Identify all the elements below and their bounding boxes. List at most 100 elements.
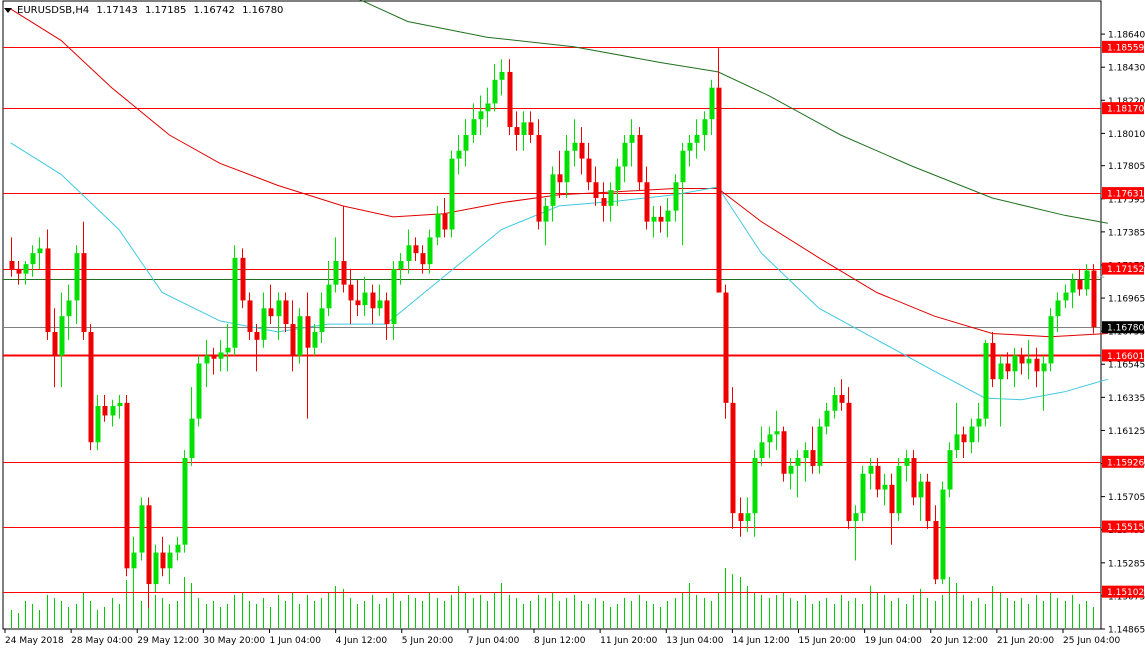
- candle-body: [110, 406, 116, 416]
- candle-body: [723, 292, 729, 403]
- y-tick-label: 1.18430: [1108, 64, 1145, 74]
- candle-body: [521, 122, 527, 135]
- candle-body: [564, 150, 570, 183]
- candle-body: [615, 166, 621, 191]
- candle-body: [276, 300, 282, 317]
- candle-body: [507, 71, 513, 128]
- candle-body: [702, 119, 708, 135]
- candle-body: [767, 434, 773, 443]
- x-tick-label: 13 Jun 04:00: [666, 636, 723, 646]
- candle-body: [954, 434, 960, 451]
- candle-body: [398, 261, 404, 269]
- candle-body: [904, 458, 910, 466]
- candle-body: [896, 465, 902, 514]
- candle-body: [102, 406, 108, 416]
- x-tick-label: 8 Jun 12:00: [534, 636, 586, 646]
- candle-body: [211, 355, 217, 359]
- candle-body: [1063, 292, 1069, 301]
- dropdown-triangle-icon[interactable]: [4, 7, 12, 13]
- candle-body: [810, 450, 816, 466]
- price-level-label: 1.18559: [1107, 43, 1144, 53]
- candle-body: [1041, 363, 1047, 372]
- candle-body: [290, 324, 296, 356]
- candle-body: [788, 465, 794, 474]
- price-level-label-bg: [1102, 40, 1144, 53]
- candle-body: [131, 552, 137, 569]
- candle-body: [81, 253, 87, 332]
- candle-body: [442, 213, 448, 230]
- price-level-label: 1.17152: [1107, 265, 1144, 275]
- candle-body: [449, 158, 455, 230]
- candle-body: [384, 300, 390, 325]
- candle-body: [514, 127, 520, 135]
- candle-body: [247, 300, 253, 332]
- candle-body: [283, 300, 289, 325]
- candle-body: [1084, 270, 1090, 290]
- candle-body: [658, 216, 664, 222]
- candle-body: [196, 363, 202, 419]
- candle-body: [925, 481, 931, 522]
- candle-body: [832, 394, 838, 411]
- candle-body: [492, 79, 498, 104]
- price-level-label-bg: [1102, 102, 1144, 115]
- candle-body: [817, 426, 823, 466]
- candle-body: [824, 410, 830, 427]
- candle-body: [983, 342, 989, 419]
- candle-body: [593, 182, 599, 198]
- y-tick-label: 1.14865: [1108, 626, 1145, 636]
- candle-body: [572, 142, 578, 151]
- candle-body: [637, 134, 643, 183]
- price-level-label: 1.18170: [1107, 105, 1144, 115]
- x-tick-label: 24 May 2018: [5, 636, 64, 646]
- candle-body: [875, 465, 881, 490]
- candle-body: [918, 481, 924, 498]
- candle-body: [1019, 355, 1025, 364]
- candle-body: [95, 406, 101, 443]
- candle-body: [933, 521, 939, 580]
- open-value: 1.17143: [96, 5, 138, 16]
- candle-body: [471, 119, 477, 135]
- candle-body: [45, 248, 51, 332]
- candle-body: [30, 253, 36, 265]
- candle-body: [940, 489, 946, 580]
- candle-body: [362, 292, 368, 306]
- price-level-label-bg: [1102, 520, 1144, 533]
- candle-body: [694, 134, 700, 143]
- candle-body: [976, 418, 982, 427]
- candle-body: [499, 71, 505, 80]
- candle-body: [240, 257, 246, 301]
- candle-body: [629, 134, 635, 143]
- candle-body: [268, 308, 274, 317]
- x-tick-label: 14 Jun 12:00: [732, 636, 789, 646]
- candle-body: [846, 402, 852, 522]
- candle-body: [868, 465, 874, 474]
- candle-body: [536, 134, 542, 222]
- candle-body: [66, 300, 72, 317]
- candle-body: [803, 450, 809, 459]
- candle-body: [59, 316, 65, 356]
- candle-body: [774, 431, 780, 435]
- candle-body: [947, 450, 953, 490]
- candle-body: [911, 458, 917, 498]
- x-tick-label: 5 Jun 20:00: [402, 636, 454, 646]
- candle-body: [730, 402, 736, 514]
- y-tick-label: 1.16125: [1108, 427, 1145, 437]
- current-price-label: 1.16780: [1107, 324, 1144, 334]
- candle-body: [665, 210, 671, 222]
- x-tick-label: 19 Jun 04:00: [865, 636, 922, 646]
- candle-body: [435, 213, 441, 238]
- y-tick-label: 1.17805: [1108, 162, 1145, 172]
- candle-body: [420, 253, 426, 265]
- candle-body: [889, 484, 895, 514]
- candle-body: [601, 197, 607, 206]
- x-tick-label: 29 May 12:00: [137, 636, 199, 646]
- candle-body: [23, 264, 29, 274]
- candle-body: [528, 122, 534, 135]
- candle-body: [355, 300, 361, 306]
- candle-body: [391, 268, 397, 325]
- candle-body: [319, 308, 325, 332]
- candle-body: [1091, 270, 1097, 328]
- candle-body: [586, 158, 592, 183]
- x-tick-label: 30 May 20:00: [203, 636, 265, 646]
